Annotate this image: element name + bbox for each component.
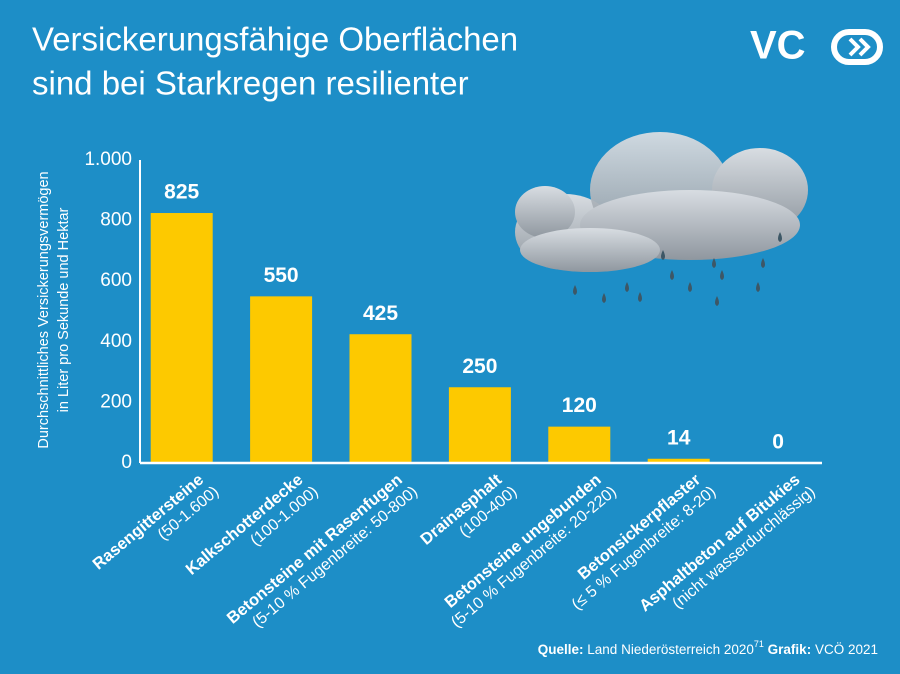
y-tick-label: 1.000 (84, 149, 132, 170)
logo-icon (831, 29, 883, 65)
y-axis-label: Durchschnittliches Versickerungsvermögen (36, 171, 52, 448)
raindrops (573, 232, 782, 306)
bar (548, 426, 611, 463)
cloud (515, 132, 808, 272)
value-label: 825 (164, 181, 199, 204)
y-tick-label: 600 (100, 270, 132, 291)
bar (150, 213, 213, 463)
bar (448, 387, 511, 463)
bar (647, 458, 710, 463)
y-tick-label: 400 (100, 331, 132, 352)
chart-title: Versickerungsfähige Oberflächen (32, 21, 518, 58)
graphic-label: Grafik: (768, 642, 812, 657)
source-text: Land Niederösterreich 2020 (587, 642, 754, 657)
source: Quelle: Land Niederösterreich 202071 Gra… (538, 639, 878, 656)
logo-text: VC (750, 24, 806, 68)
bar (349, 334, 412, 463)
source-label: Quelle: (538, 642, 584, 657)
y-tick-label: 0 (121, 452, 132, 473)
value-label: 0 (772, 431, 784, 454)
graphic-text: VCÖ 2021 (815, 642, 878, 657)
chart-title: sind bei Starkregen resilienter (32, 65, 469, 102)
logo-icon (848, 37, 871, 57)
value-label: 250 (462, 355, 497, 378)
footnote: 71 (754, 639, 764, 649)
y-axis-label: in Liter pro Sekunde und Hektar (56, 207, 72, 412)
value-label: 550 (264, 264, 299, 287)
bar (250, 296, 313, 463)
y-tick-label: 800 (100, 210, 132, 231)
y-tick-label: 200 (100, 391, 132, 412)
logo: VC (750, 24, 883, 68)
value-label: 425 (363, 302, 398, 325)
value-label: 14 (667, 426, 691, 449)
value-label: 120 (562, 394, 597, 417)
